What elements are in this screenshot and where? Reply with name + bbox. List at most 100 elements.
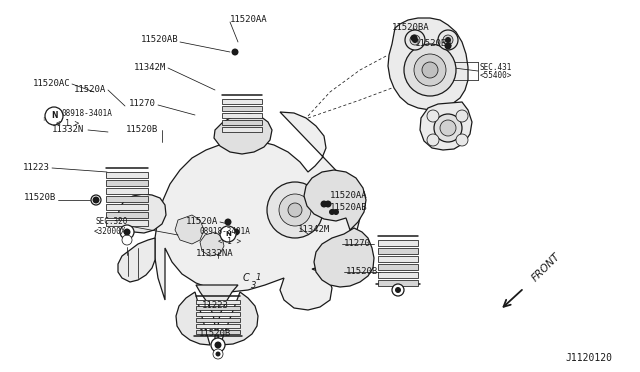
Circle shape bbox=[288, 203, 302, 217]
Text: 11520B: 11520B bbox=[346, 266, 378, 276]
Circle shape bbox=[404, 44, 456, 96]
Polygon shape bbox=[196, 324, 240, 328]
Polygon shape bbox=[214, 114, 272, 154]
Polygon shape bbox=[378, 272, 418, 278]
Text: N: N bbox=[225, 231, 231, 237]
Text: 11223: 11223 bbox=[23, 164, 50, 173]
Text: 08918-3401A: 08918-3401A bbox=[62, 109, 113, 119]
Text: < 1 >: < 1 > bbox=[218, 237, 241, 246]
Polygon shape bbox=[196, 300, 240, 304]
Text: < 1 >: < 1 > bbox=[56, 119, 79, 128]
Text: J1120120: J1120120 bbox=[565, 353, 612, 363]
Text: 11520BA: 11520BA bbox=[392, 22, 429, 32]
Text: SEC.320: SEC.320 bbox=[96, 218, 128, 227]
Polygon shape bbox=[118, 238, 155, 282]
Polygon shape bbox=[378, 248, 418, 254]
Circle shape bbox=[267, 182, 323, 238]
Text: 11520BA: 11520BA bbox=[415, 39, 452, 48]
Circle shape bbox=[410, 35, 420, 45]
Polygon shape bbox=[106, 196, 148, 202]
Polygon shape bbox=[106, 220, 148, 226]
Circle shape bbox=[414, 54, 446, 86]
Polygon shape bbox=[196, 312, 240, 316]
Circle shape bbox=[333, 209, 339, 215]
Polygon shape bbox=[378, 240, 418, 246]
Polygon shape bbox=[106, 212, 148, 218]
Text: 11342M: 11342M bbox=[298, 224, 330, 234]
Circle shape bbox=[225, 218, 232, 225]
Circle shape bbox=[412, 37, 418, 43]
Polygon shape bbox=[106, 180, 148, 186]
Text: 11520AC: 11520AC bbox=[33, 78, 70, 87]
Circle shape bbox=[445, 42, 451, 49]
Circle shape bbox=[410, 35, 417, 42]
Text: 11332NA: 11332NA bbox=[196, 248, 234, 257]
Circle shape bbox=[422, 62, 438, 78]
Circle shape bbox=[456, 134, 468, 146]
Circle shape bbox=[321, 201, 328, 208]
Polygon shape bbox=[222, 127, 262, 132]
Circle shape bbox=[93, 198, 99, 202]
Circle shape bbox=[438, 30, 458, 50]
Circle shape bbox=[329, 209, 335, 215]
Circle shape bbox=[395, 287, 401, 293]
Polygon shape bbox=[106, 204, 148, 210]
Polygon shape bbox=[304, 170, 366, 230]
Text: 11520AB: 11520AB bbox=[140, 35, 178, 45]
Polygon shape bbox=[106, 172, 148, 178]
Circle shape bbox=[427, 134, 439, 146]
Text: 11270: 11270 bbox=[344, 238, 371, 247]
Polygon shape bbox=[196, 285, 238, 340]
Circle shape bbox=[91, 195, 101, 205]
Circle shape bbox=[211, 338, 225, 352]
Polygon shape bbox=[118, 194, 166, 233]
Polygon shape bbox=[175, 215, 204, 244]
Polygon shape bbox=[196, 306, 240, 310]
Circle shape bbox=[427, 110, 439, 122]
Circle shape bbox=[324, 201, 332, 208]
Text: 3: 3 bbox=[252, 280, 257, 289]
Circle shape bbox=[122, 235, 132, 245]
Circle shape bbox=[232, 228, 239, 235]
Circle shape bbox=[405, 30, 425, 50]
Circle shape bbox=[232, 48, 239, 55]
Polygon shape bbox=[222, 99, 262, 104]
Text: 11520AB: 11520AB bbox=[330, 202, 367, 212]
Text: 11332N: 11332N bbox=[52, 125, 84, 135]
Circle shape bbox=[440, 120, 456, 136]
Circle shape bbox=[220, 226, 236, 242]
Text: 11520A: 11520A bbox=[186, 217, 218, 225]
Text: 11520AA: 11520AA bbox=[230, 16, 268, 25]
Text: 11223: 11223 bbox=[202, 301, 228, 311]
Text: <32000X>: <32000X> bbox=[93, 227, 131, 235]
Circle shape bbox=[443, 35, 453, 45]
Polygon shape bbox=[222, 113, 262, 118]
Text: C: C bbox=[243, 273, 250, 283]
Circle shape bbox=[392, 284, 404, 296]
Polygon shape bbox=[196, 330, 240, 334]
Circle shape bbox=[93, 196, 99, 203]
Circle shape bbox=[216, 352, 221, 356]
Circle shape bbox=[214, 341, 221, 349]
Text: 11520B: 11520B bbox=[24, 193, 56, 202]
Polygon shape bbox=[314, 228, 374, 287]
Text: 11342M: 11342M bbox=[134, 62, 166, 71]
Polygon shape bbox=[378, 256, 418, 262]
Polygon shape bbox=[176, 292, 210, 345]
Text: 11520AA: 11520AA bbox=[330, 192, 367, 201]
Circle shape bbox=[445, 37, 451, 43]
Polygon shape bbox=[378, 264, 418, 270]
Text: 1: 1 bbox=[255, 273, 260, 282]
Text: 11520B: 11520B bbox=[125, 125, 158, 135]
Polygon shape bbox=[106, 188, 148, 194]
Text: SEC.431: SEC.431 bbox=[480, 62, 513, 71]
Circle shape bbox=[456, 110, 468, 122]
Circle shape bbox=[45, 107, 63, 125]
Circle shape bbox=[120, 225, 134, 239]
Circle shape bbox=[434, 114, 462, 142]
Polygon shape bbox=[388, 18, 468, 110]
Circle shape bbox=[279, 194, 311, 226]
Polygon shape bbox=[155, 112, 360, 310]
Polygon shape bbox=[378, 280, 418, 286]
Text: FRONT: FRONT bbox=[530, 251, 562, 283]
